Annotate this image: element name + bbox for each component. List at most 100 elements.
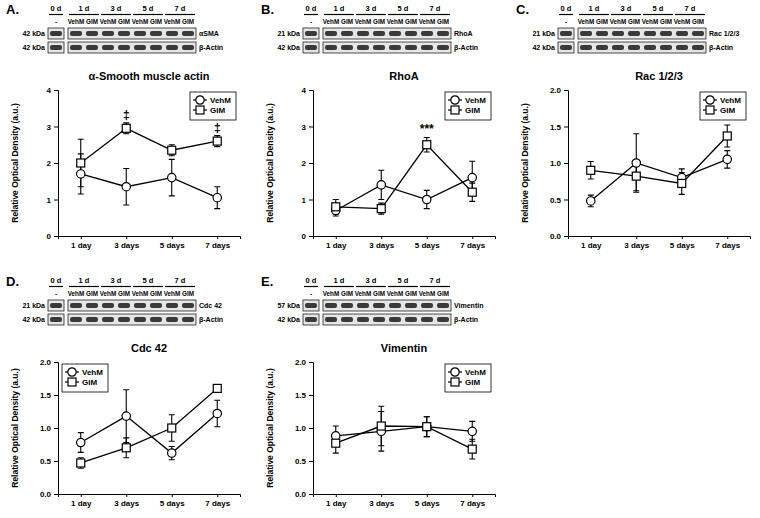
- y-tick-mark: [54, 90, 58, 91]
- blot-lane-label: -: [310, 290, 312, 297]
- x-tick-label: 1 day: [71, 499, 92, 508]
- blot-band: [373, 303, 385, 308]
- legend: VehMGIM: [700, 92, 746, 120]
- y-tick-mark: [309, 127, 313, 128]
- y-tick: 0: [302, 232, 313, 241]
- data-point: [332, 203, 340, 211]
- x-tick-label: 1 day: [326, 499, 347, 508]
- blot-band: [405, 317, 417, 322]
- data-point: [77, 438, 85, 446]
- y-tick-label: 2.0: [295, 358, 307, 367]
- data-point: [213, 409, 221, 417]
- blot-lane-label: VehM: [674, 18, 690, 25]
- y-tick-label: 0: [302, 232, 307, 241]
- legend-marker: [706, 106, 714, 114]
- blot-day-underline: [611, 14, 641, 15]
- x-tick-label: 3 days: [624, 241, 649, 250]
- y-tick-label: 2.0: [40, 358, 52, 367]
- panel-label: B.: [261, 2, 274, 17]
- blot-band: [134, 317, 146, 322]
- x-tick-label: 7 days: [460, 241, 485, 250]
- x-tick: 7 days: [205, 494, 230, 508]
- blot: 0 d1 d3 d5 d7 d-VehMGIMVehMGIMVehMGIMVeh…: [22, 276, 223, 325]
- y-tick-label: 2: [47, 159, 52, 168]
- blot-protein-label: β-Actin: [199, 44, 223, 52]
- error-bar: [424, 417, 430, 437]
- panel-label: C.: [516, 2, 529, 17]
- blot-band: [341, 31, 353, 36]
- blot-lane-label: VehM: [642, 18, 658, 25]
- y-tick-mark: [309, 494, 313, 495]
- blot-lane-label: -: [310, 18, 312, 25]
- x-tick: 3 days: [369, 494, 394, 508]
- x-tick: 5 days: [670, 236, 695, 250]
- blot-band: [341, 45, 353, 50]
- blot-day-underline: [133, 286, 163, 287]
- blot-lane-label: GIM: [341, 18, 353, 25]
- blot-lane-label: GIM: [437, 18, 449, 25]
- blot-band: [421, 317, 433, 322]
- y-tick-mark: [309, 236, 313, 237]
- legend: VehMGIM: [190, 92, 236, 120]
- panel-label: E.: [261, 274, 273, 289]
- error-bar: [378, 203, 384, 214]
- blot-day-underline: [579, 14, 609, 15]
- blot-band: [50, 317, 62, 322]
- significance-annotation: ***: [420, 122, 434, 136]
- blot-band: [102, 317, 114, 322]
- error-bar: [424, 417, 430, 437]
- blot-band: [325, 303, 337, 308]
- series-line: [591, 136, 728, 183]
- blot-membrane: [48, 314, 64, 325]
- series-line: [81, 413, 218, 453]
- blot-band: [596, 31, 608, 36]
- error-bar: [78, 139, 84, 186]
- data-point: [468, 173, 476, 181]
- y-tick: 3: [302, 123, 313, 132]
- error-bar: [724, 125, 730, 147]
- legend-label: VehM: [720, 96, 741, 105]
- blot-protein-label: β-Actin: [709, 44, 733, 52]
- blot-day-label: 7 d: [175, 4, 186, 13]
- blot-band: [437, 303, 449, 308]
- blot-band: [50, 45, 62, 50]
- error-bar: [588, 162, 594, 180]
- x-tick-mark: [427, 494, 428, 497]
- blot-band: [325, 317, 337, 322]
- y-tick: 2: [47, 159, 58, 168]
- x-tick-label: 7 days: [205, 241, 230, 250]
- series-line: [81, 128, 218, 163]
- x-axis: 1 day3 days5 days7 days: [314, 236, 496, 250]
- blot-membrane: [303, 300, 319, 311]
- blot-band: [389, 31, 401, 36]
- series-line: [336, 427, 473, 436]
- blot-membrane: [323, 42, 451, 53]
- data-point: [122, 412, 130, 420]
- blot-band: [692, 45, 704, 50]
- blot-day-underline: [388, 14, 418, 15]
- blot-band: [102, 31, 114, 36]
- blot-band: [357, 303, 369, 308]
- blot-day-underline: [165, 14, 195, 15]
- blot-band: [70, 317, 82, 322]
- y-tick-mark: [54, 461, 58, 462]
- blot-band: [182, 31, 194, 36]
- blot-membrane: [303, 28, 319, 39]
- x-tick: 3 days: [114, 236, 139, 250]
- blot-protein-label: Rac 1/2/3: [709, 30, 739, 37]
- blot-lane-label: VehM: [323, 290, 339, 297]
- x-tick-mark: [172, 236, 173, 239]
- blot-protein-label: β-Actin: [199, 316, 223, 324]
- blot-band: [612, 31, 624, 36]
- blot-kda-label: 42 kDa: [22, 30, 45, 37]
- y-axis-line: [309, 91, 314, 237]
- blot-day-label: 0 d: [561, 4, 572, 13]
- y-axis-title: Relative Optical Density (a.u.): [10, 103, 20, 223]
- y-axis: 0.00.51.01.52.0: [295, 358, 314, 499]
- blot-day-underline: [675, 14, 705, 15]
- blot-membrane: [48, 28, 64, 39]
- x-tick-label: 3 days: [114, 241, 139, 250]
- plot-area: [332, 406, 477, 459]
- y-tick: 1.0: [40, 424, 58, 433]
- data-point: [468, 445, 476, 453]
